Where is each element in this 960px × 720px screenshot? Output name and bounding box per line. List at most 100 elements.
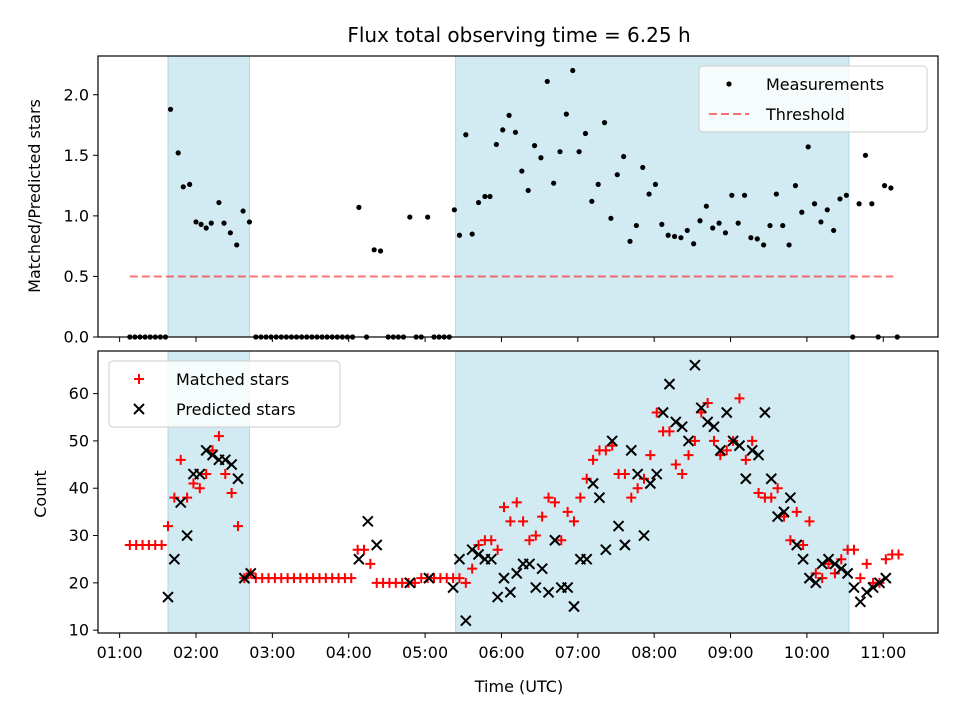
predicted-star-point	[797, 553, 809, 565]
y-tick-label: 10	[69, 621, 89, 640]
legend-marker-matched	[134, 374, 144, 384]
matched-star-point	[600, 445, 611, 456]
measurement-point	[576, 149, 582, 155]
matched-star-point	[499, 502, 509, 513]
predicted-star-point	[867, 581, 879, 594]
predicted-star-point	[175, 496, 187, 509]
matched-star-point	[556, 535, 567, 546]
measurement-point	[563, 111, 569, 117]
measurement-point	[716, 220, 722, 226]
predicted-star-point	[447, 581, 459, 594]
measurement-point	[780, 222, 786, 229]
matched-star-point	[581, 473, 592, 484]
matched-star-point	[505, 516, 516, 527]
measurement-point	[198, 221, 204, 227]
measurement-point	[519, 168, 525, 174]
matched-star-point	[632, 483, 643, 494]
measurement-point	[697, 218, 703, 224]
measurement-point	[167, 106, 174, 112]
measurement-point	[614, 172, 620, 178]
predicted-star-point	[676, 420, 688, 433]
measurement-point	[722, 230, 729, 236]
ratio-panel: 0.0 0.5 1.0 1.5 2.0 Measurements Threshold	[64, 55, 939, 347]
matched-star-point	[798, 539, 809, 550]
matched-star-point	[486, 535, 497, 546]
x-tick-label: 10:00	[784, 643, 830, 662]
matched-star-point	[454, 573, 465, 584]
matched-star-point	[365, 558, 376, 569]
measurement-point	[627, 238, 633, 244]
measurement-point	[678, 235, 684, 241]
measurement-point	[665, 232, 671, 238]
y-tick-label: 0.0	[64, 328, 89, 347]
measurement-point	[856, 201, 862, 207]
matched-star-point	[766, 492, 777, 503]
predicted-star-point	[657, 406, 669, 419]
predicted-star-point	[803, 572, 816, 584]
measurement-point	[525, 187, 531, 194]
matched-star-point	[855, 573, 866, 584]
predicted-star-point	[162, 591, 174, 603]
x-tick-label: 01:00	[97, 643, 143, 662]
measurement-point	[187, 181, 193, 187]
matched-star-point	[182, 492, 193, 503]
predicted-star-point	[771, 510, 784, 523]
matched-star-point	[163, 521, 173, 532]
matched-star-point	[734, 393, 745, 404]
measurement-point	[356, 204, 362, 211]
measurement-point	[175, 150, 181, 156]
predicted-star-point	[238, 572, 251, 584]
predicted-star-point	[466, 544, 478, 556]
predicted-star-point	[854, 596, 867, 608]
measurement-point	[786, 242, 792, 248]
measurement-point	[837, 196, 843, 202]
x-axis-label: Time (UTC)	[474, 677, 563, 696]
measurement-point	[595, 181, 601, 187]
matched-star-point	[524, 535, 535, 546]
predicted-star-point	[498, 572, 510, 584]
figure-title: Flux total observing time = 6.25 h	[347, 23, 690, 47]
predicted-star-point	[631, 468, 644, 480]
y-tick-label: 0.5	[64, 267, 89, 286]
matched-star-point	[511, 497, 522, 508]
predicted-star-point	[587, 477, 599, 490]
predicted-star-point	[460, 614, 472, 627]
measurement-point	[659, 221, 665, 227]
measurement-point	[805, 144, 811, 150]
predicted-star-point	[848, 581, 860, 594]
measurement-point	[811, 201, 818, 207]
measurement-point	[691, 241, 697, 247]
predicted-star-point	[168, 553, 181, 565]
matched-star-point	[530, 530, 541, 541]
measurement-point	[754, 236, 760, 242]
measurement-point	[792, 182, 799, 189]
measurement-point	[538, 155, 544, 161]
matched-star-point	[233, 521, 243, 532]
predicted-star-point	[453, 553, 466, 565]
y-tick-label: 20	[69, 573, 89, 592]
predicted-star-point	[663, 378, 676, 390]
legend-label: Measurements	[766, 75, 884, 94]
matched-star-point	[791, 506, 802, 517]
x-tick-label: 07:00	[555, 643, 601, 662]
y-tick-label: 1.5	[64, 146, 89, 165]
x-tick-label: 05:00	[402, 643, 448, 662]
measurement-point	[818, 219, 824, 225]
matched-star-point	[817, 573, 828, 584]
measurement-point	[621, 153, 627, 160]
measurement-point	[487, 193, 493, 200]
measurement-point	[227, 230, 233, 236]
matched-star-point	[518, 516, 529, 527]
predicted-star-point	[530, 581, 542, 594]
matched-star-point	[689, 435, 700, 446]
measurement-point	[748, 235, 754, 241]
measurement-point	[589, 198, 595, 204]
matched-star-point	[359, 544, 369, 555]
measurement-point	[208, 220, 214, 226]
x-tick-label: 11:00	[860, 643, 906, 662]
matched-star-point	[804, 516, 815, 527]
measurement-point	[646, 191, 652, 197]
predicted-star-point	[485, 553, 497, 565]
predicted-star-point	[778, 506, 790, 518]
